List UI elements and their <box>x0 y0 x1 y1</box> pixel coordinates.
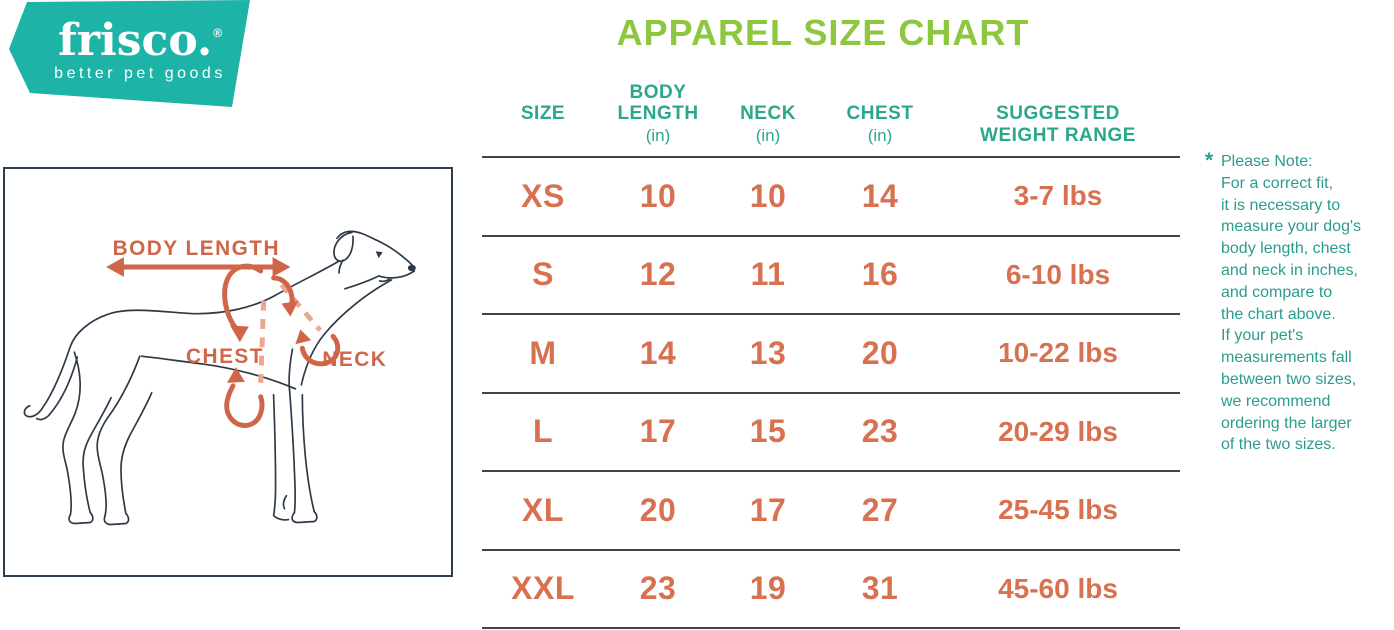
chest-arrowhead-up <box>227 367 245 383</box>
cell-neck: 15 <box>749 413 787 450</box>
neck-loop-arrow <box>299 333 341 367</box>
measurement-arrows <box>117 263 341 428</box>
cell-size: S <box>532 256 554 293</box>
cell-weight: 45-60 lbs <box>998 572 1118 604</box>
neck-label: NECK <box>322 348 387 371</box>
chest-label: CHEST <box>186 345 264 368</box>
cell-weight: 3-7 lbs <box>1013 180 1103 212</box>
arrowheads <box>106 257 312 383</box>
registered-mark: ® <box>213 26 223 40</box>
dog-outline <box>23 230 416 526</box>
column-header-weight-range: SUGGESTED WEIGHT RANGE <box>980 102 1136 146</box>
cell-neck: 10 <box>749 177 787 214</box>
cell-size: XXL <box>511 570 575 607</box>
table-row-s: S 12 11 16 6-10 lbs <box>482 234 1180 314</box>
cell-weight: 6-10 lbs <box>1005 258 1111 290</box>
column-header-chest: CHEST (in) <box>846 102 914 145</box>
table-row-l: L 17 15 23 20-29 lbs <box>482 391 1180 471</box>
cell-body-length: 12 <box>639 256 677 293</box>
cell-chest: 31 <box>861 570 899 607</box>
fit-note-text: Please Note: For a correct fit, it is ne… <box>1221 153 1362 454</box>
table-row-m: M 14 13 20 10-22 lbs <box>482 313 1180 392</box>
dashed-chest-guide <box>258 300 267 383</box>
column-header-size: SIZE <box>520 102 566 124</box>
brand-tagline: better pet goods <box>54 65 226 82</box>
cell-size: M <box>529 334 557 371</box>
column-header-body-length: BODY LENGTH (in) <box>617 81 699 145</box>
body-length-label: BODY LENGTH <box>113 237 280 260</box>
cell-chest: 27 <box>861 491 899 528</box>
cell-chest: 16 <box>861 256 899 293</box>
cell-body-length: 10 <box>639 177 677 214</box>
brand-name: frisco.® <box>26 10 250 66</box>
cell-neck: 13 <box>749 334 787 371</box>
size-chart-table: SIZE BODY LENGTH (in) NECK (in) CHEST (i… <box>482 76 1180 629</box>
dashed-guides <box>258 283 323 383</box>
cell-chest: 23 <box>861 413 899 450</box>
table-row-xl: XL 20 17 27 25-45 lbs <box>482 470 1180 549</box>
cell-body-length: 17 <box>639 413 677 450</box>
cell-size: L <box>532 413 554 450</box>
dog-eye <box>375 251 383 259</box>
cell-body-length: 20 <box>639 491 677 528</box>
cell-body-length: 23 <box>639 570 677 607</box>
fit-note: * Please Note: For a correct fit, it is … <box>1205 149 1391 456</box>
dog-measurement-diagram: BODY LENGTH CHEST NECK <box>3 167 453 577</box>
cell-body-length: 14 <box>639 334 677 371</box>
neck-arrowhead <box>295 329 312 345</box>
cell-neck: 17 <box>749 491 787 528</box>
body-length-arrowhead-left <box>106 257 124 277</box>
cell-weight: 10-22 lbs <box>998 337 1118 369</box>
column-header-neck: NECK (in) <box>740 102 796 145</box>
cell-size: XS <box>521 177 565 214</box>
cell-chest: 20 <box>861 334 899 371</box>
chest-loop-lower <box>224 383 265 428</box>
cell-weight: 25-45 lbs <box>998 494 1118 526</box>
table-header-row: SIZE BODY LENGTH (in) NECK (in) CHEST (i… <box>482 76 1180 156</box>
body-length-arrowhead-right <box>272 257 291 277</box>
withers-arrowhead <box>281 300 299 317</box>
cell-weight: 20-29 lbs <box>998 415 1118 447</box>
cell-neck: 19 <box>749 570 787 607</box>
table-row-xxl: XXL 23 19 31 45-60 lbs <box>482 548 1180 628</box>
page-title: APPAREL SIZE CHART <box>616 12 1030 53</box>
dog-nose <box>407 264 416 272</box>
cell-size: XL <box>522 491 564 528</box>
cell-neck: 11 <box>750 256 786 293</box>
chest-loop-upper <box>222 263 264 331</box>
brand-text: frisco. <box>57 15 213 66</box>
annotation-labels: BODY LENGTH CHEST NECK <box>113 237 387 371</box>
dog-illustration: BODY LENGTH CHEST NECK <box>23 230 416 526</box>
cell-chest: 14 <box>861 177 899 214</box>
asterisk: * <box>1205 149 1214 172</box>
frisco-logo: frisco.® better pet goods <box>9 0 250 107</box>
chest-arrowhead-down <box>229 325 249 343</box>
table-row-xs: XS 10 10 14 3-7 lbs <box>482 156 1180 235</box>
